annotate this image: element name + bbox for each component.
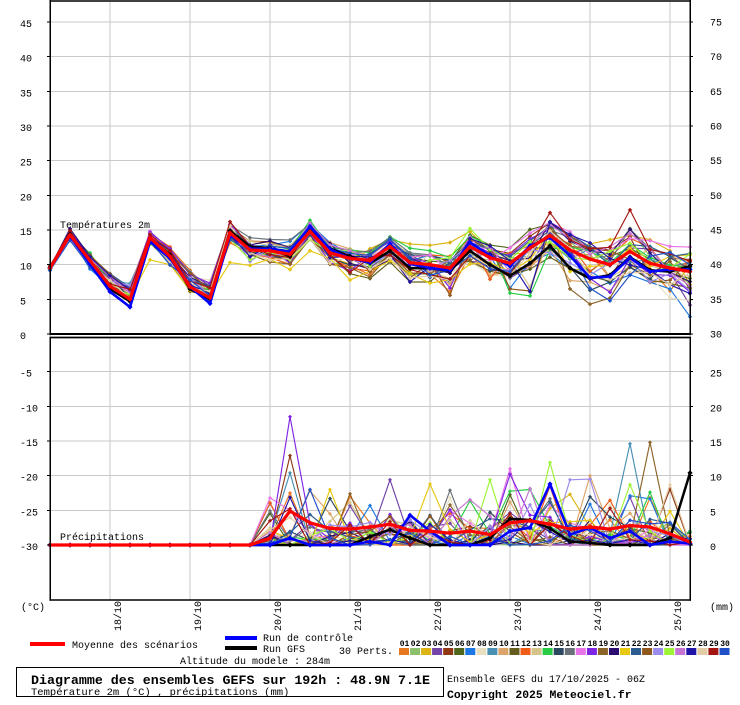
svg-text:(°C): (°C) <box>21 602 45 614</box>
svg-text:-5: -5 <box>20 370 32 381</box>
svg-text:24: 24 <box>654 640 664 649</box>
svg-text:02: 02 <box>411 640 421 649</box>
svg-text:40: 40 <box>20 55 32 66</box>
svg-text:Diagramme des ensembles GEFS s: Diagramme des ensembles GEFS sur 192h : … <box>31 673 430 688</box>
svg-text:17: 17 <box>576 640 586 649</box>
svg-text:15: 15 <box>554 640 564 649</box>
svg-text:Run GFS: Run GFS <box>263 645 305 656</box>
svg-text:14: 14 <box>543 640 553 649</box>
svg-text:Run de contrôle: Run de contrôle <box>263 633 353 645</box>
svg-text:40: 40 <box>710 261 722 272</box>
svg-text:55: 55 <box>710 157 722 168</box>
svg-text:10: 10 <box>710 474 722 485</box>
svg-text:18: 18 <box>588 640 598 649</box>
svg-text:25/10: 25/10 <box>673 601 685 631</box>
svg-text:06: 06 <box>455 640 465 649</box>
svg-text:0: 0 <box>710 543 716 554</box>
svg-text:19/10: 19/10 <box>193 601 205 631</box>
svg-text:-10: -10 <box>20 404 38 415</box>
svg-text:0: 0 <box>20 332 26 343</box>
svg-text:Températures 2m: Températures 2m <box>60 220 150 232</box>
svg-text:20: 20 <box>710 404 722 415</box>
svg-text:5: 5 <box>710 508 716 519</box>
svg-text:(mm): (mm) <box>710 602 734 614</box>
svg-text:01: 01 <box>400 640 410 649</box>
svg-text:19: 19 <box>599 640 609 649</box>
svg-text:05: 05 <box>444 640 454 649</box>
svg-text:Température 2m (°C) , précipit: Température 2m (°C) , précipitations (mm… <box>31 687 289 699</box>
svg-text:23/10: 23/10 <box>513 601 525 631</box>
svg-text:16: 16 <box>565 640 575 649</box>
svg-text:26: 26 <box>676 640 686 649</box>
svg-text:13: 13 <box>532 640 542 649</box>
svg-text:60: 60 <box>710 123 722 134</box>
svg-text:65: 65 <box>710 88 722 99</box>
svg-text:75: 75 <box>710 19 722 30</box>
svg-text:21: 21 <box>621 640 631 649</box>
svg-text:45: 45 <box>20 20 32 31</box>
svg-text:25: 25 <box>20 159 32 170</box>
svg-text:18/10: 18/10 <box>113 601 125 631</box>
svg-text:03: 03 <box>422 640 432 649</box>
svg-text:11: 11 <box>510 640 520 649</box>
svg-text:-20: -20 <box>20 474 38 485</box>
svg-text:25: 25 <box>710 370 722 381</box>
svg-text:28: 28 <box>698 640 708 649</box>
svg-text:35: 35 <box>710 296 722 307</box>
svg-text:12: 12 <box>521 640 531 649</box>
svg-text:27: 27 <box>687 640 697 649</box>
svg-text:22/10: 22/10 <box>433 601 445 631</box>
svg-text:25: 25 <box>665 640 675 649</box>
svg-text:Copyright 2025 Meteociel.fr: Copyright 2025 Meteociel.fr <box>447 690 632 700</box>
svg-text:15: 15 <box>710 439 722 450</box>
svg-text:-30: -30 <box>20 543 38 554</box>
svg-text:10: 10 <box>20 263 32 274</box>
svg-text:15: 15 <box>20 228 32 239</box>
svg-text:Altitude du modele : 284m: Altitude du modele : 284m <box>180 656 330 668</box>
svg-text:30: 30 <box>710 331 722 342</box>
svg-text:35: 35 <box>20 89 32 100</box>
svg-text:5: 5 <box>20 297 26 308</box>
svg-text:22: 22 <box>632 640 642 649</box>
svg-text:29: 29 <box>709 640 719 649</box>
svg-text:Précipitations: Précipitations <box>60 532 144 544</box>
svg-text:09: 09 <box>488 640 498 649</box>
svg-text:20: 20 <box>610 640 620 649</box>
svg-text:30: 30 <box>720 640 730 649</box>
svg-text:-25: -25 <box>20 508 38 519</box>
svg-text:08: 08 <box>477 640 487 649</box>
svg-text:70: 70 <box>710 53 722 64</box>
svg-text:-15: -15 <box>20 439 38 450</box>
svg-text:30: 30 <box>20 124 32 135</box>
svg-text:50: 50 <box>710 192 722 203</box>
svg-text:10: 10 <box>499 640 509 649</box>
svg-text:21/10: 21/10 <box>353 601 365 631</box>
svg-text:Ensemble GEFS du 17/10/2025 -: Ensemble GEFS du 17/10/2025 - 06Z <box>447 674 645 686</box>
svg-text:23: 23 <box>643 640 653 649</box>
svg-text:04: 04 <box>433 640 443 649</box>
svg-text:30 Perts.: 30 Perts. <box>339 647 393 658</box>
svg-text:20/10: 20/10 <box>273 601 285 631</box>
svg-text:Moyenne des scénarios: Moyenne des scénarios <box>72 640 198 652</box>
svg-text:45: 45 <box>710 227 722 238</box>
svg-text:07: 07 <box>466 640 476 649</box>
svg-text:24/10: 24/10 <box>593 601 605 631</box>
svg-text:20: 20 <box>20 193 32 204</box>
